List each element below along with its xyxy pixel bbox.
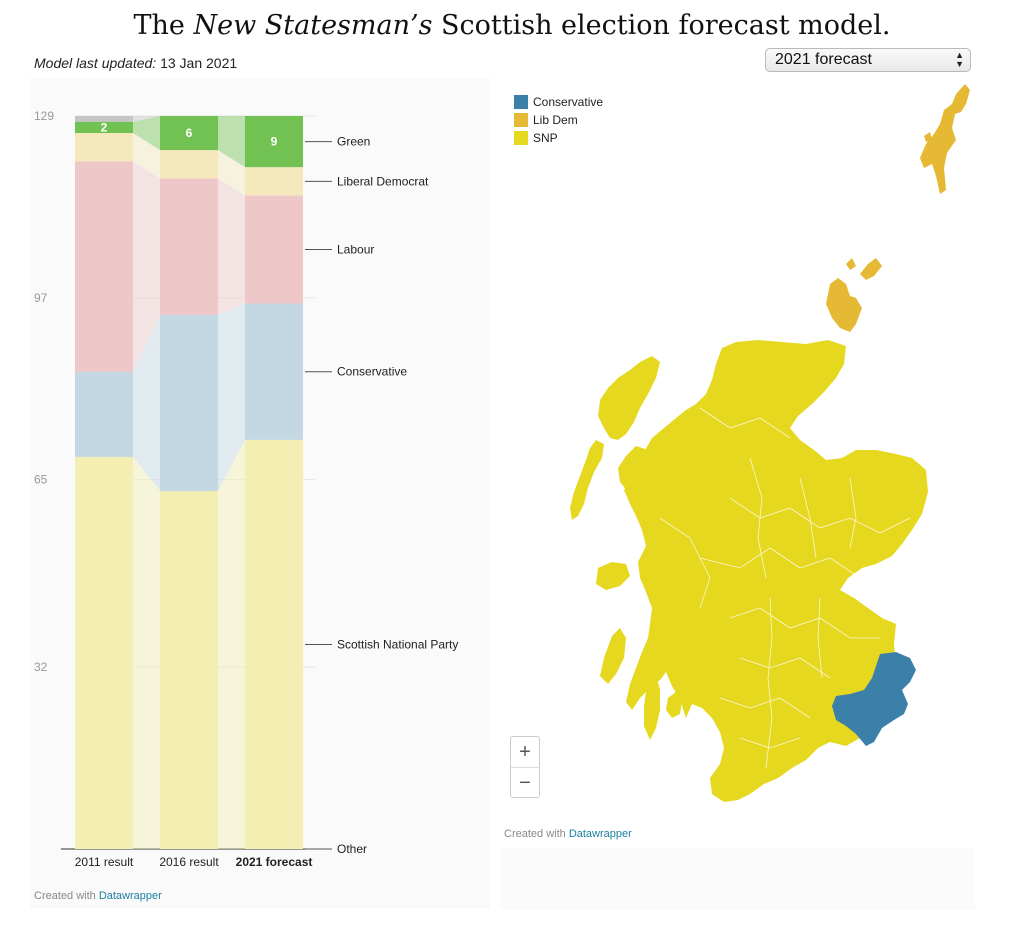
title-suffix: Scottish election forecast model. [432,10,891,41]
flow-band [133,314,160,492]
forecast-selector[interactable]: 2021 forecast ▲ ▼ [765,48,971,72]
bar-segment [75,456,133,849]
skye[interactable] [618,446,654,492]
series-label: Labour [337,243,374,257]
bar-segment [160,150,218,179]
flow-band [218,303,245,492]
legend-item: SNP [514,129,603,147]
map-footer-area [500,848,975,910]
last-updated-value: 13 Jan 2021 [160,55,238,71]
map-credit-link[interactable]: Datawrapper [568,828,632,840]
bar-segment [160,178,218,315]
map-legend: Conservative Lib Dem SNP [514,93,603,147]
data-label: 2 [101,120,108,134]
last-updated: Model last updated: 13 Jan 2021 [34,55,237,71]
scotland-mainland-snp[interactable] [624,340,928,802]
chart-credit-prefix: Created with [34,890,99,902]
bar-segment [245,116,303,168]
flow-band [133,161,160,372]
mull-island[interactable] [596,562,630,590]
seat-stacked-bar-chart: 129 97 65 32 2011 result 2016 result 2021 fore… [34,109,458,869]
forecast-selector-value: 2021 forecast [775,51,872,68]
zoom-out-button[interactable]: − [519,772,531,794]
y-tick-label: 97 [34,291,48,305]
bar-segment [245,195,303,304]
scotland-constituency-map[interactable] [500,78,975,848]
zoom-in-button[interactable]: + [511,737,539,768]
shetland-islands[interactable] [920,84,970,194]
seat-chart-panel: 129 97 65 32 2011 result 2016 result 2021 fore… [30,78,490,908]
updown-arrows-icon: ▲ ▼ [955,50,964,69]
series-label: Green [337,135,370,149]
series-label: Liberal Democrat [337,174,429,188]
flow-band [133,133,160,179]
y-tick-label: 129 [34,109,54,123]
flow-band [133,456,160,849]
legend-label-libdem: Lib Dem [533,113,578,127]
chart-credit-link[interactable]: Datawrapper [98,890,162,902]
map-credit-prefix: Created with [504,828,569,840]
bar-segment [75,121,133,134]
map-credit: Created with Datawrapper [504,828,632,840]
bar-segment [75,133,133,162]
bar-segment [75,161,133,372]
map-zoom-control: + − [510,736,540,798]
series-label: Other [337,842,367,856]
flow-band [218,439,245,849]
legend-swatch-conservative [514,95,528,109]
series-label: Conservative [337,365,407,379]
flow-band [133,116,160,122]
arran[interactable] [666,692,682,718]
bar-segment [160,491,218,849]
kintyre[interactable] [644,674,660,740]
chart-credit: Created with Datawrapper [34,890,162,902]
title-publication: New Statesman’s [193,10,433,41]
orkney-islands[interactable] [826,258,882,332]
title-prefix: The [133,10,194,41]
western-isles[interactable] [570,356,660,520]
legend-item: Conservative [514,93,603,111]
islay-jura[interactable] [600,628,626,684]
series-label: Scottish National Party [337,637,458,651]
flow-band [218,116,245,168]
legend-label-snp: SNP [533,131,558,145]
x-tick-label: 2016 result [159,855,219,869]
bar-segment [75,116,133,122]
constituency-boundaries [659,407,911,769]
legend-label-conservative: Conservative [533,95,604,109]
data-label: 6 [186,126,193,140]
last-updated-label: Model last updated: [34,55,157,71]
flow-band [218,150,245,196]
legend-item: Lib Dem [514,111,603,129]
data-label: 9 [271,135,278,149]
flow-band [218,178,245,315]
y-tick-label: 32 [34,660,48,674]
flow-band [133,116,160,151]
x-tick-label: 2011 result [75,855,134,869]
bar-segment [160,314,218,492]
bar-segment [75,371,133,457]
borders-conservative[interactable] [832,652,916,746]
bar-segment [245,167,303,196]
y-tick-label: 65 [34,473,48,487]
bar-segment [245,439,303,849]
page-title: The New Statesman’s Scottish election fo… [0,10,1024,41]
bar-segment [245,303,303,440]
bar-segment [160,116,218,151]
legend-swatch-snp [514,131,528,145]
x-tick-label: 2021 forecast [236,855,313,869]
legend-swatch-libdem [514,113,528,127]
